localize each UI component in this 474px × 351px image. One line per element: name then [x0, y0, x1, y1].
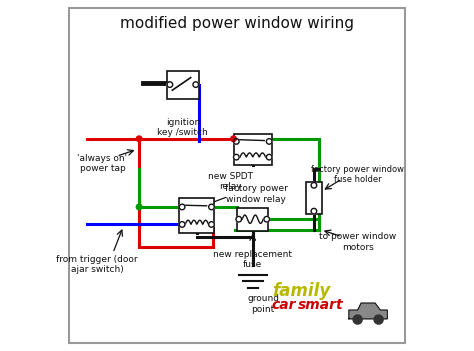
Text: from trigger (door
ajar switch): from trigger (door ajar switch) [56, 255, 138, 274]
Circle shape [167, 82, 173, 87]
Text: factory power window
fuse holder: factory power window fuse holder [311, 165, 404, 184]
Circle shape [266, 139, 272, 144]
Circle shape [137, 136, 142, 141]
Circle shape [374, 315, 383, 324]
Circle shape [209, 204, 214, 210]
Circle shape [179, 221, 185, 227]
Bar [234, 133, 272, 165]
Text: 'always on'
power tap: 'always on' power tap [77, 154, 128, 173]
Bar [237, 208, 268, 231]
Circle shape [234, 139, 239, 144]
Circle shape [234, 154, 239, 160]
Text: ignition
key /switch: ignition key /switch [157, 118, 208, 137]
Text: to power window
motors: to power window motors [319, 232, 396, 252]
Circle shape [311, 208, 317, 214]
Circle shape [264, 217, 270, 222]
Text: smart: smart [298, 298, 344, 312]
Circle shape [209, 221, 214, 227]
Text: ground
point: ground point [247, 294, 279, 314]
Text: modified power window wiring: modified power window wiring [120, 16, 354, 31]
Circle shape [266, 154, 272, 160]
Text: new SPDT
relay: new SPDT relay [208, 172, 253, 191]
Text: car: car [272, 298, 296, 312]
Circle shape [179, 204, 185, 210]
Circle shape [236, 217, 242, 222]
Circle shape [311, 183, 317, 188]
Text: family: family [272, 282, 330, 300]
Text: new replacement
fuse: new replacement fuse [213, 250, 292, 269]
Text: factory power
window relay: factory power window relay [225, 184, 288, 204]
Circle shape [231, 136, 237, 141]
Bar [306, 183, 322, 214]
Circle shape [353, 315, 362, 324]
Bar [167, 71, 199, 99]
Circle shape [193, 82, 199, 87]
Polygon shape [349, 303, 387, 319]
Bar [179, 198, 214, 233]
Circle shape [137, 204, 142, 210]
